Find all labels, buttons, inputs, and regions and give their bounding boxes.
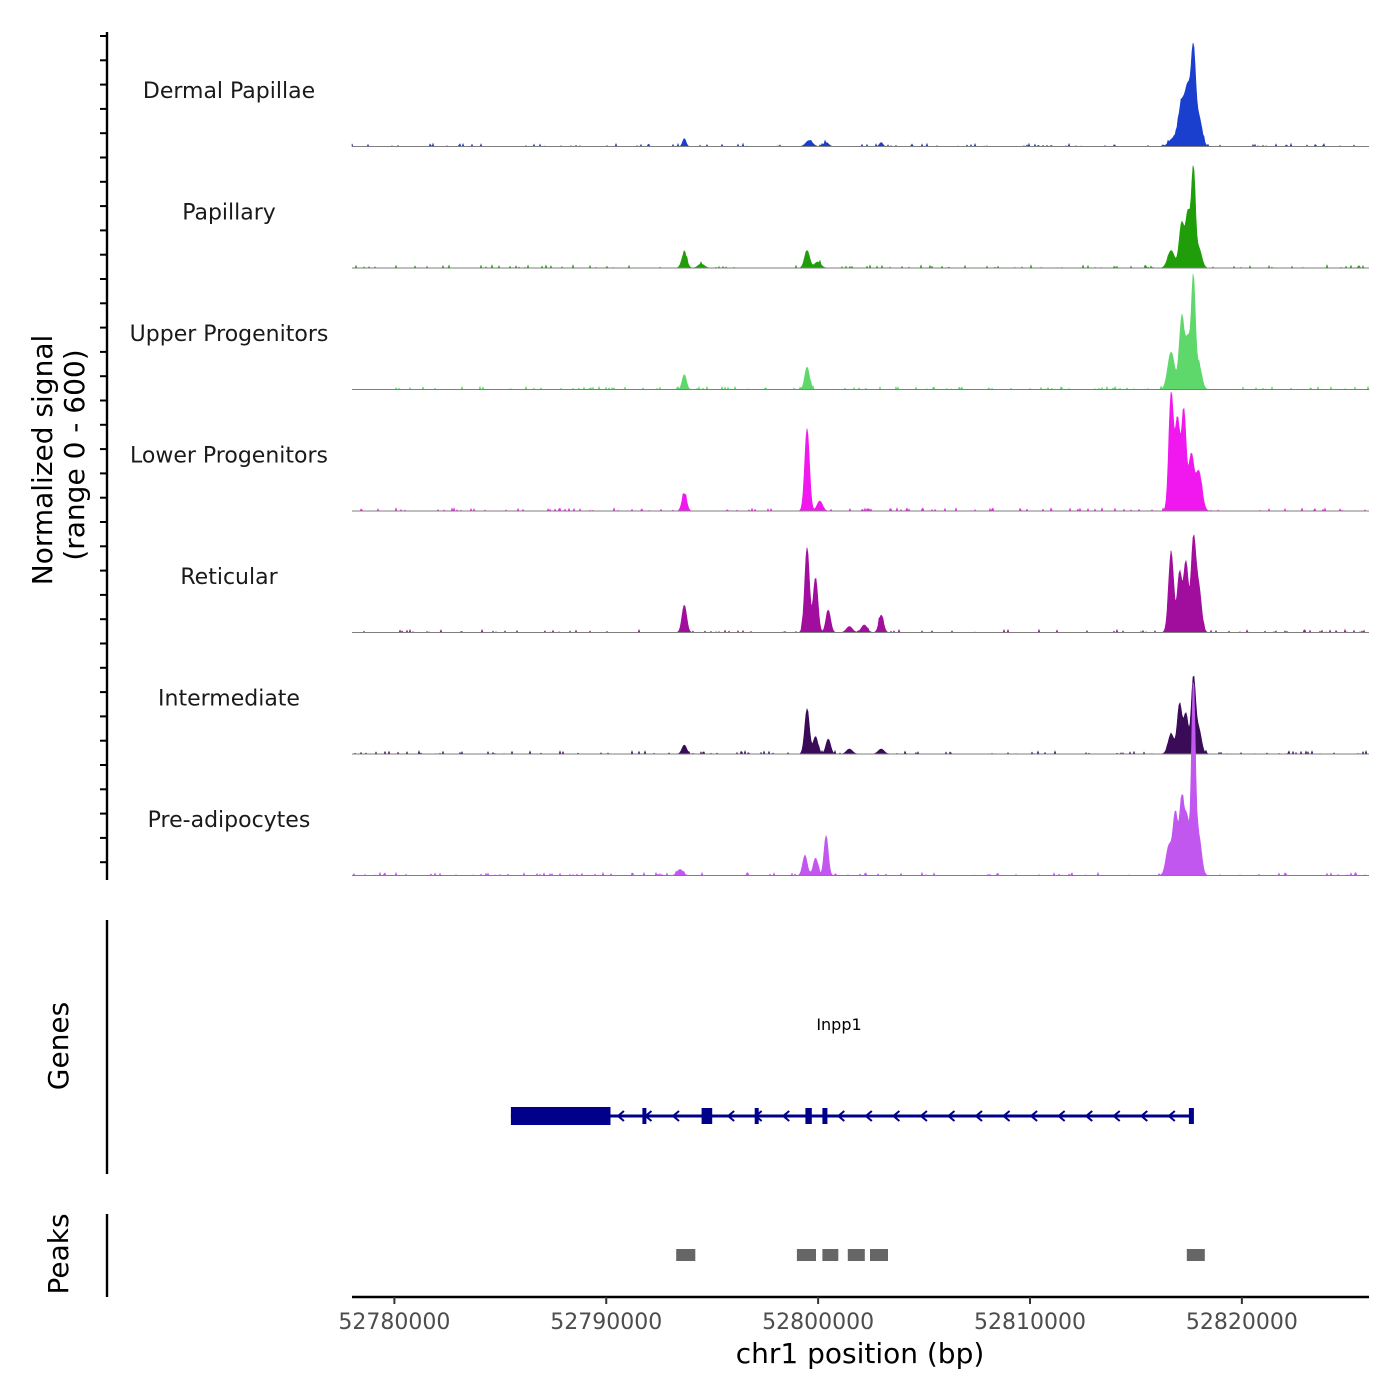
x-tick-label: 52820000 xyxy=(1186,1310,1298,1335)
coverage-track: Dermal Papillae xyxy=(143,42,1369,148)
strand-arrow xyxy=(1139,1110,1148,1122)
strand-arrow xyxy=(864,1110,873,1122)
peak-region xyxy=(796,1249,816,1261)
coverage-tracks: Dermal Papillae Papillary Upper Progenitor… xyxy=(130,42,1370,877)
strand-arrow xyxy=(1002,1110,1011,1122)
coverage-area xyxy=(352,675,1369,755)
gene-exon xyxy=(510,1107,611,1125)
coverage-area xyxy=(352,273,1370,391)
coverage-area xyxy=(352,682,1369,877)
track-label: Upper Progenitors xyxy=(130,322,329,347)
peaks-track xyxy=(676,1249,1205,1261)
genes-track-title: Genes xyxy=(42,1002,75,1090)
x-tick-label: 52790000 xyxy=(550,1310,662,1335)
strand-arrow xyxy=(974,1110,983,1122)
coverage-track: Pre-adipocytes xyxy=(148,682,1369,877)
strand-arrow xyxy=(671,1110,680,1122)
track-label: Lower Progenitors xyxy=(130,444,328,469)
gene-exon xyxy=(805,1108,812,1124)
x-axis-title: chr1 position (bp) xyxy=(736,1337,985,1370)
track-label: Intermediate xyxy=(158,687,300,712)
coverage-track: Papillary xyxy=(182,165,1369,269)
track-label: Pre-adipocytes xyxy=(148,808,311,833)
strand-arrow xyxy=(919,1110,928,1122)
gene-exon xyxy=(1188,1108,1194,1124)
strand-arrow xyxy=(1167,1110,1176,1122)
gene-exon xyxy=(822,1108,828,1124)
y-axis-title-line1: Normalized signal xyxy=(26,335,59,586)
gene-track: Inpp1 xyxy=(510,1015,1194,1125)
track-label: Reticular xyxy=(180,565,278,590)
gene-exon xyxy=(701,1108,713,1124)
track-label: Dermal Papillae xyxy=(143,79,315,104)
x-tick-label: 52780000 xyxy=(338,1310,450,1335)
x-tick-label: 52800000 xyxy=(762,1310,874,1335)
coverage-track: Lower Progenitors xyxy=(130,391,1369,512)
coverage-y-ticks xyxy=(100,35,107,864)
peaks-track-title: Peaks xyxy=(42,1213,75,1294)
coverage-track: Reticular xyxy=(180,534,1369,634)
coverage-area xyxy=(352,165,1369,269)
track-label: Papillary xyxy=(182,201,276,226)
strand-arrow xyxy=(781,1110,790,1122)
peak-region xyxy=(676,1249,696,1261)
strand-arrow xyxy=(1057,1110,1066,1122)
strand-arrow xyxy=(726,1110,735,1122)
strand-arrow xyxy=(1029,1110,1038,1122)
peak-region xyxy=(1186,1249,1205,1261)
strand-arrow xyxy=(946,1110,956,1122)
gene-exon xyxy=(754,1108,759,1124)
coverage-area xyxy=(351,42,1369,148)
coverage-track: Upper Progenitors xyxy=(130,273,1370,391)
strand-arrow xyxy=(1112,1110,1121,1122)
x-axis-ticks: 52780000 52790000 52800000 52810000 52820000 xyxy=(338,1297,1298,1335)
strand-arrow xyxy=(836,1110,845,1122)
gene-exon xyxy=(642,1108,647,1124)
y-axis-title-line2: (range 0 - 600) xyxy=(58,349,91,560)
strand-arrow xyxy=(1084,1110,1093,1122)
strand-arrow xyxy=(891,1110,901,1122)
peak-region xyxy=(847,1249,865,1261)
gene-name-label: Inpp1 xyxy=(816,1015,861,1034)
peak-region xyxy=(870,1249,888,1261)
coverage-area xyxy=(352,534,1369,634)
x-tick-label: 52810000 xyxy=(974,1310,1086,1335)
strand-arrow xyxy=(616,1110,625,1122)
coverage-track: Intermediate xyxy=(158,675,1369,755)
peak-region xyxy=(822,1249,839,1261)
coverage-area xyxy=(352,391,1369,512)
